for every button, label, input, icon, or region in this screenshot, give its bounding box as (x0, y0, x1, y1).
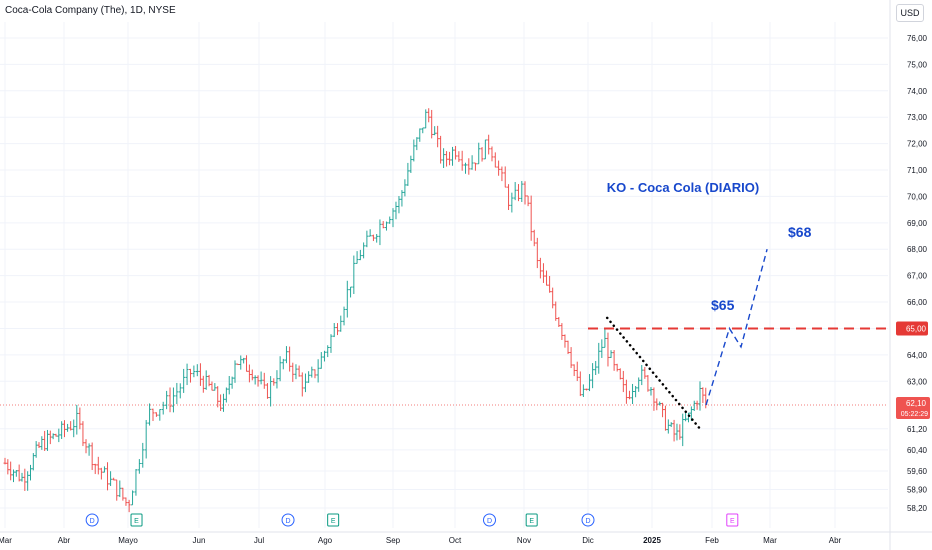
y-tick-label: 63,00 (907, 377, 928, 386)
y-tick-label: 61,20 (907, 425, 928, 434)
last-price-tag-text: 62,10 (906, 399, 927, 408)
y-tick-label: 59,60 (907, 467, 928, 476)
price-axis[interactable]: 76,00 75,00 74,00 73,00 72,00 71,00 70,00 69,00… (907, 34, 928, 513)
earnings-icon (525, 513, 538, 527)
earnings-marker[interactable]: E (726, 513, 739, 527)
y-tick-label: 72,00 (907, 140, 928, 149)
y-tick-label: 58,20 (907, 504, 928, 513)
earnings-marker[interactable]: E (327, 513, 340, 527)
earnings-icon (726, 513, 739, 527)
dividend-marker[interactable]: D (581, 513, 595, 527)
marker-letter: E (331, 518, 336, 525)
dividend-icon (281, 513, 295, 527)
grid (0, 22, 888, 528)
y-tick-label: 74,00 (907, 87, 928, 96)
countdown-text: 05:22:29 (901, 411, 928, 418)
y-tick-label: 69,00 (907, 219, 928, 228)
dividend-marker[interactable]: D (483, 513, 496, 527)
y-tick-label: 75,00 (907, 60, 928, 69)
y-tick-label: 67,00 (907, 272, 928, 281)
last-price-tag (896, 397, 930, 420)
marker-letter: E (529, 518, 534, 525)
dividend-icon (483, 513, 496, 527)
x-tick-label: Mar (0, 536, 12, 545)
x-tick-label: Abr (58, 536, 71, 545)
marker-letter: D (286, 518, 291, 525)
x-tick-label: Nov (517, 536, 531, 545)
y-tick-label: 60,40 (907, 446, 928, 455)
target-label-65[interactable]: $65 (711, 297, 735, 313)
y-tick-label: 71,00 (907, 166, 928, 175)
level-price-tag-text: 65,00 (906, 324, 927, 333)
earnings-marker[interactable]: E (130, 513, 143, 527)
y-tick-label: 73,00 (907, 113, 928, 122)
earnings-icon (130, 513, 143, 527)
time-axis[interactable]: Mar Abr Mayo Jun Jul Ago Sep Oct Nov Dic 2025 Feb Ma… (0, 536, 842, 545)
annotation-title[interactable]: KO - Coca Cola (DIARIO) (607, 180, 759, 195)
dividend-marker[interactable]: D (281, 513, 295, 527)
x-tick-label: 2025 (643, 536, 661, 545)
dividend-marker[interactable]: D (85, 513, 99, 527)
y-tick-label: 68,00 (907, 245, 928, 254)
marker-letter: D (90, 518, 95, 525)
currency-button[interactable]: USD (896, 4, 924, 22)
target-label-68[interactable]: $68 (788, 224, 812, 240)
y-tick-label: 64,00 (907, 351, 928, 360)
earnings-marker[interactable]: E (525, 513, 538, 527)
downtrend-line[interactable] (605, 316, 702, 431)
x-tick-label: Mar (763, 536, 777, 545)
x-tick-label: Dic (582, 536, 594, 545)
x-tick-label: Jul (254, 536, 264, 545)
earnings-icon (327, 513, 340, 527)
x-tick-label: Oct (449, 536, 462, 545)
x-tick-label: Feb (705, 536, 719, 545)
marker-letter: D (585, 518, 590, 525)
y-tick-label: 58,90 (907, 486, 928, 495)
y-tick-label: 66,00 (907, 298, 928, 307)
y-tick-label: 70,00 (907, 192, 928, 201)
marker-letter: D (487, 518, 492, 525)
chart-title: Coca-Cola Company (The), 1D, NYSE (5, 5, 176, 16)
projection-path[interactable] (705, 249, 768, 406)
level-price-tag (896, 321, 928, 336)
dividend-icon (581, 513, 595, 527)
x-tick-label: Sep (386, 536, 401, 545)
x-tick-label: Mayo (118, 536, 138, 545)
candles (3, 108, 708, 513)
x-tick-label: Jun (193, 536, 206, 545)
dividend-icon (85, 513, 99, 527)
y-tick-label: 76,00 (907, 34, 928, 43)
x-tick-label: Abr (829, 536, 842, 545)
marker-letter: E (134, 518, 139, 525)
x-tick-label: Ago (318, 536, 333, 545)
marker-letter: E (730, 518, 735, 525)
